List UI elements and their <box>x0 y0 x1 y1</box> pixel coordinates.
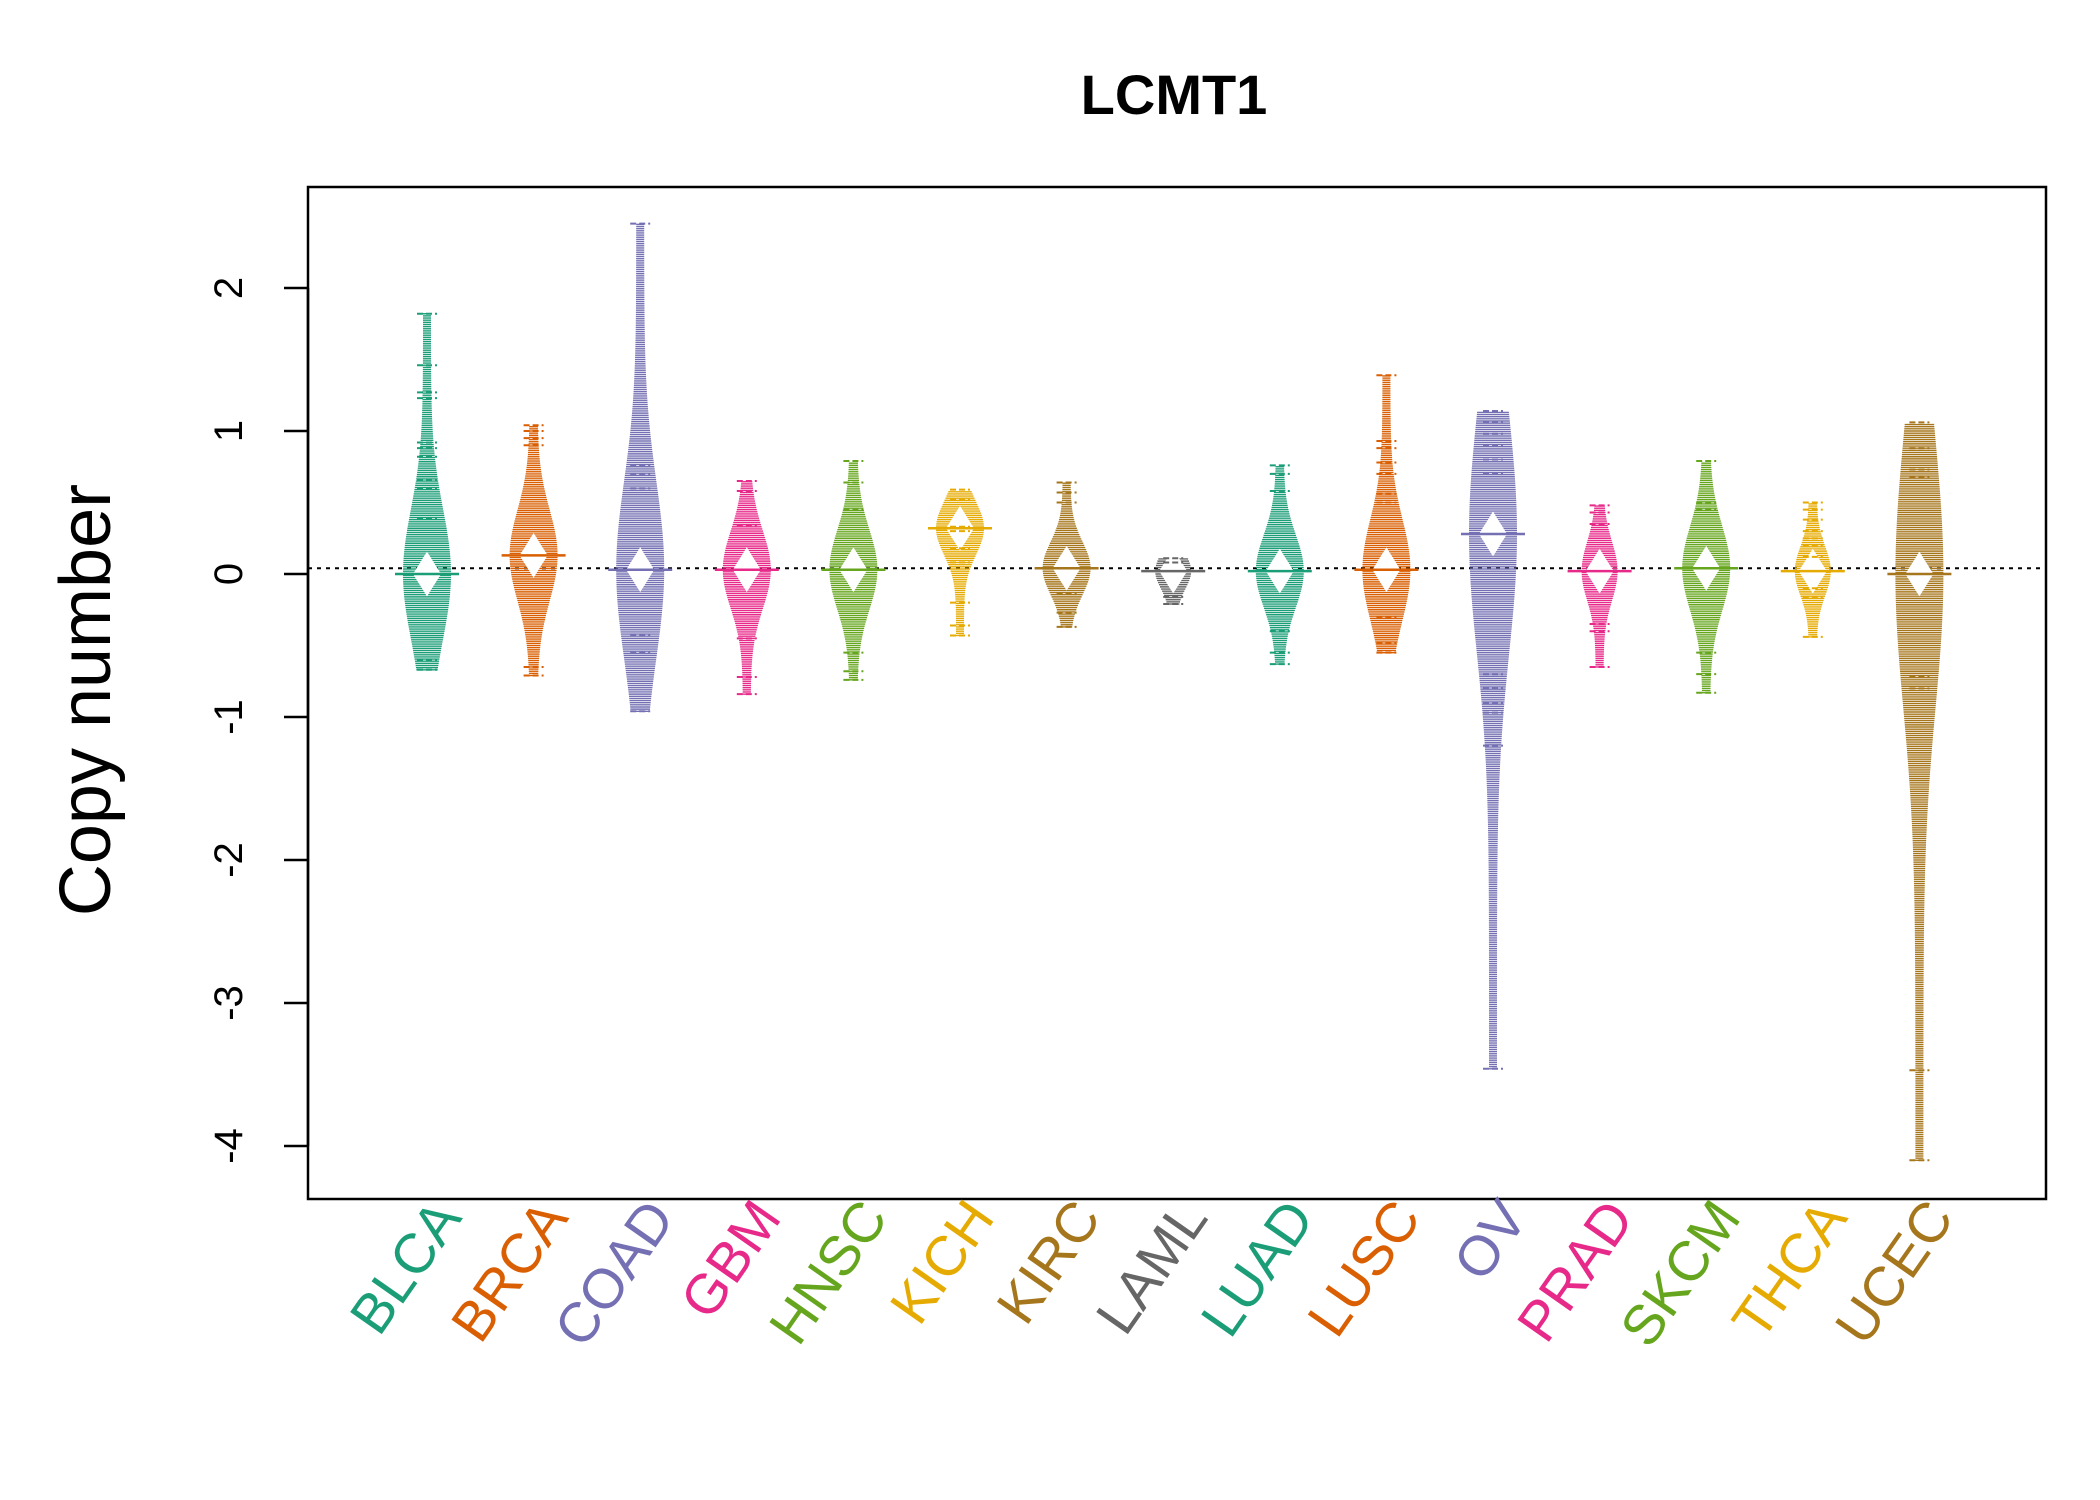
x-tick-label: LUSC <box>1295 1189 1432 1348</box>
bean-skcm <box>1674 460 1739 694</box>
bean-luad <box>1247 464 1312 666</box>
bean-kich <box>928 488 992 637</box>
y-tick-label: -1 <box>207 699 251 735</box>
x-tick-label: HNSC <box>757 1189 900 1355</box>
chart-title: LCMT1 <box>1081 63 1268 126</box>
y-axis: 2 1 0 -1 -2 -3 -4 <box>207 277 310 1164</box>
x-tick-label: LUAD <box>1188 1189 1325 1348</box>
bean-thca <box>1780 501 1845 638</box>
y-tick-label: -2 <box>207 842 251 878</box>
bean-coad <box>608 222 673 713</box>
y-tick-label: -4 <box>207 1128 251 1164</box>
x-tick-label: OV <box>1441 1188 1539 1291</box>
y-tick-label: 0 <box>207 563 251 585</box>
bean-ov <box>1461 409 1525 1070</box>
bean-prad <box>1567 504 1632 668</box>
plot-frame <box>306 185 2048 1201</box>
bean-hnsc <box>821 460 886 681</box>
bean-kirc <box>1034 481 1099 628</box>
x-tick-label: UCEC <box>1823 1189 1966 1355</box>
y-tick-label: 2 <box>207 277 251 299</box>
x-tick-label: KICH <box>877 1189 1005 1335</box>
y-tick-label: 1 <box>207 420 251 442</box>
bean-lusc <box>1354 374 1419 654</box>
y-axis-label: Copy number <box>46 484 126 916</box>
bean-brca <box>501 424 566 677</box>
bean-laml <box>1141 548 1206 606</box>
bean-group <box>395 222 1952 1162</box>
x-tick-label: LAML <box>1084 1189 1220 1345</box>
bean-gbm <box>714 480 779 696</box>
bean-blca <box>395 312 459 671</box>
bean-ucec <box>1887 421 1952 1162</box>
y-tick-label: -3 <box>207 985 251 1021</box>
